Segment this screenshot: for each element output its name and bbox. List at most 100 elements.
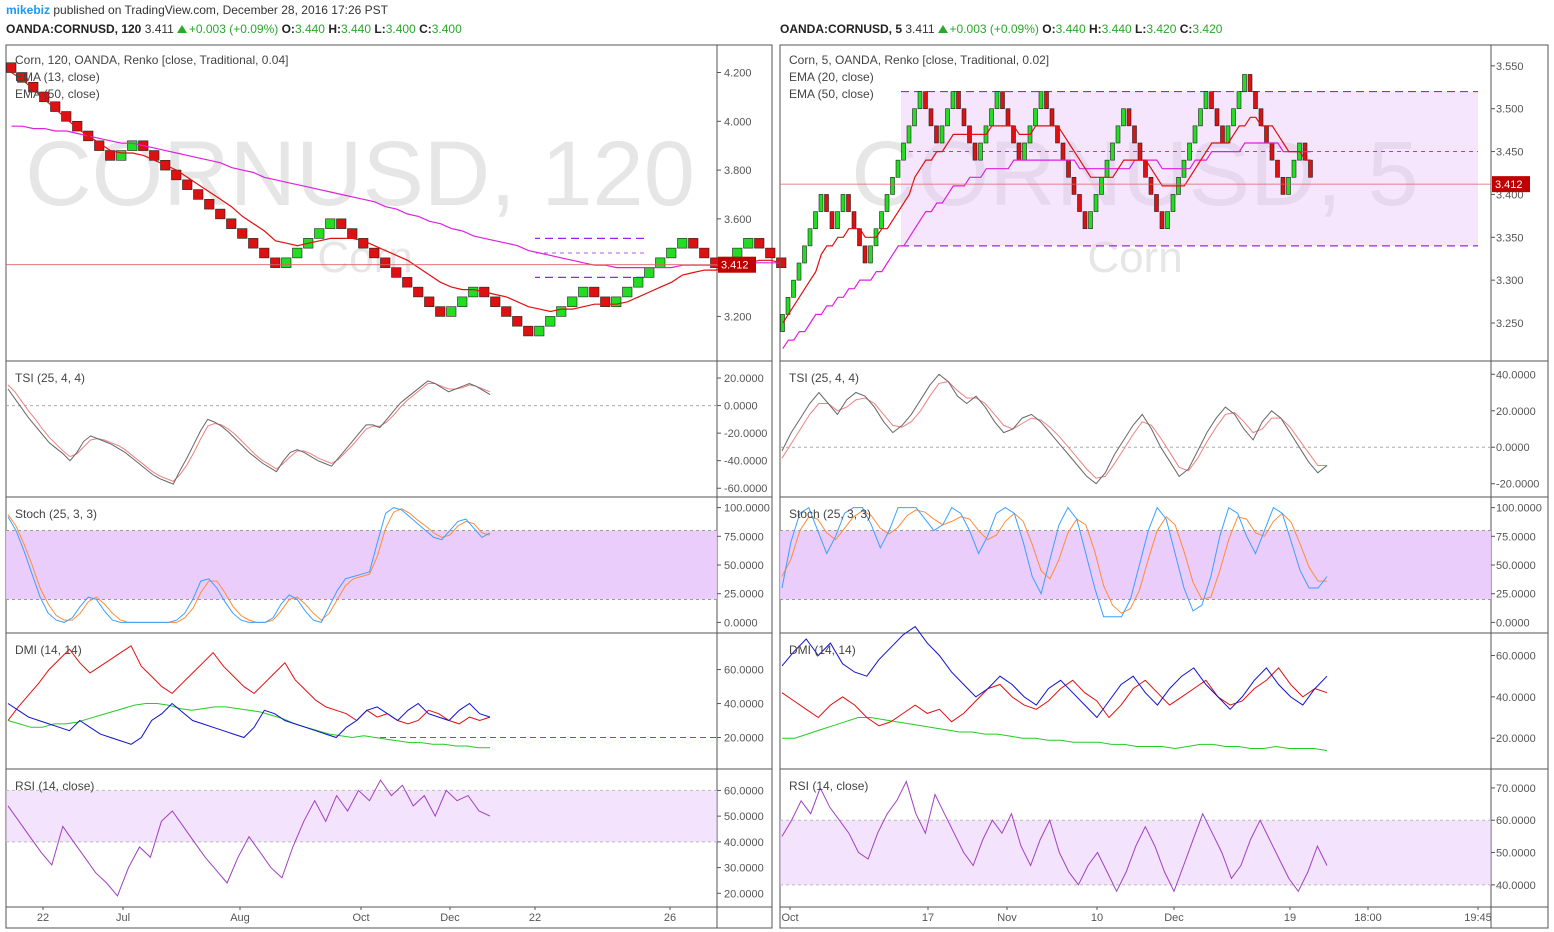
renko-brick-up [895, 159, 901, 178]
renko-brick-down [1000, 91, 1005, 110]
renko-brick-down [259, 247, 270, 259]
renko-brick-up [545, 316, 556, 327]
renko-brick-up [1110, 142, 1115, 161]
renko-brick-up [1115, 125, 1121, 144]
renko-brick-up [556, 306, 567, 317]
price-tick-label: 4.200 [724, 68, 752, 80]
renko-brick-up [1099, 176, 1104, 195]
legend-item: EMA (13, close) [15, 70, 100, 84]
renko-brick-up [292, 247, 303, 259]
high-value: 3.440 [340, 22, 372, 36]
stoch-d-line [781, 509, 1327, 614]
time-tick-label: 10 [1091, 912, 1103, 924]
time-tick-label: Nov [997, 912, 1017, 924]
renko-brick-down [1269, 142, 1275, 161]
renko-brick-up [884, 194, 890, 212]
renko-brick-down [17, 72, 28, 83]
indicator-tick-label: 70.0000 [1496, 783, 1536, 795]
renko-brick-up [802, 245, 807, 264]
rsi-line [781, 780, 1328, 893]
legend-item: EMA (50, close) [15, 87, 100, 101]
renko-brick-up [978, 142, 983, 161]
renko-brick-up [446, 306, 457, 317]
renko-brick-down [72, 120, 83, 132]
indicator-tick-label: 75.0000 [1496, 531, 1536, 543]
rsi-band [780, 820, 1491, 885]
renko-brick-up [611, 296, 622, 307]
renko-brick-down [1082, 211, 1088, 230]
renko-brick-down [369, 247, 380, 259]
renko-brick-down [699, 247, 710, 259]
renko-brick-down [402, 277, 413, 288]
renko-brick-up [457, 296, 468, 307]
indicator-pane: 20.0000 0.0000 -20.0000 -40.0000 -60.0000 TSI… [6, 371, 767, 495]
indicator-tick-label: 40.0000 [724, 699, 764, 711]
indicator-tick-label: 20.0000 [1496, 406, 1536, 418]
indicator-tick-label: 40.0000 [1496, 880, 1536, 892]
indicator-tick-label: 50.0000 [1496, 560, 1536, 572]
low-value: 3.400 [385, 22, 416, 36]
renko-brick-down [1159, 211, 1165, 230]
time-tick-label: 18:00 [1354, 912, 1382, 924]
renko-brick-down [28, 81, 39, 93]
renko-brick-down [1264, 125, 1269, 144]
renko-brick-up [879, 211, 884, 230]
time-tick-label: 17 [922, 912, 934, 924]
price-tick-label: 3.550 [1496, 61, 1524, 73]
indicator-tick-label: 20.0000 [1496, 733, 1536, 745]
renko-brick-up [677, 238, 688, 249]
symbol-line-left: OANDA:CORNUSD, 120 3.411 +0.003 (+0.09%) … [6, 22, 462, 36]
renko-brick-up [1236, 91, 1242, 110]
time-tick-label: 22 [37, 912, 49, 924]
renko-brick-up [780, 314, 785, 332]
watermark: CORNUSD, 120 [25, 123, 695, 225]
renko-brick-down [1253, 91, 1258, 110]
renko-brick-up [127, 140, 138, 151]
indicator-title: RSI (14, close) [15, 779, 94, 793]
renko-brick-up [807, 228, 813, 247]
price-tick-label: 3.500 [1496, 104, 1524, 116]
ema-slow-line [782, 142, 1311, 350]
indicator-title: RSI (14, close) [789, 779, 868, 793]
last-price-label: 3.412 [1495, 179, 1523, 191]
renko-brick-down [1126, 108, 1132, 127]
stoch-d-line [7, 508, 491, 623]
publisher-username[interactable]: mikebiz [6, 3, 51, 17]
ema-fast-line [782, 116, 1311, 324]
renko-brick-down [846, 194, 851, 212]
renko-brick-down [501, 306, 512, 317]
stoch-band [6, 530, 717, 600]
indicator-title: Stoch (25, 3, 3) [15, 507, 97, 521]
renko-brick-up [655, 257, 666, 268]
indicator-tick-label: 25.0000 [724, 589, 764, 601]
indicator-pane: 60.0000 50.0000 40.0000 30.0000 20.0000 RSI (… [6, 779, 764, 900]
renko-brick-down [226, 218, 237, 229]
renko-brick-down [1137, 142, 1143, 161]
renko-brick-up [1022, 142, 1027, 161]
publish-info: published on TradingView.com, December 2… [50, 3, 389, 17]
indicator-tick-label: 100.0000 [1496, 503, 1542, 515]
renko-brick-up [622, 286, 633, 298]
renko-brick-up [994, 91, 1000, 110]
last-price-badge [1492, 176, 1530, 193]
renko-brick-down [829, 211, 835, 230]
stoch-band [780, 530, 1491, 600]
renko-brick-down [1016, 142, 1022, 161]
renko-brick-down [1214, 108, 1220, 127]
last-price: 3.411 [144, 22, 174, 36]
renko-brick-up [644, 267, 655, 278]
indicator-tick-label: 0.0000 [724, 401, 758, 413]
indicator-tick-label: 60.0000 [724, 785, 764, 797]
ema-fast-line [11, 72, 782, 313]
renko-brick-up [906, 125, 912, 144]
renko-brick-up [939, 125, 945, 144]
watermark-sub: Corn [1087, 233, 1182, 282]
renko-brick-up [1038, 91, 1044, 110]
time-tick-label: Oct [352, 912, 369, 924]
renko-brick-down [934, 125, 939, 144]
renko-brick-up [567, 296, 578, 307]
last-price-badge [718, 256, 756, 273]
renko-brick-down [1280, 176, 1286, 195]
renko-brick-down [182, 179, 193, 190]
